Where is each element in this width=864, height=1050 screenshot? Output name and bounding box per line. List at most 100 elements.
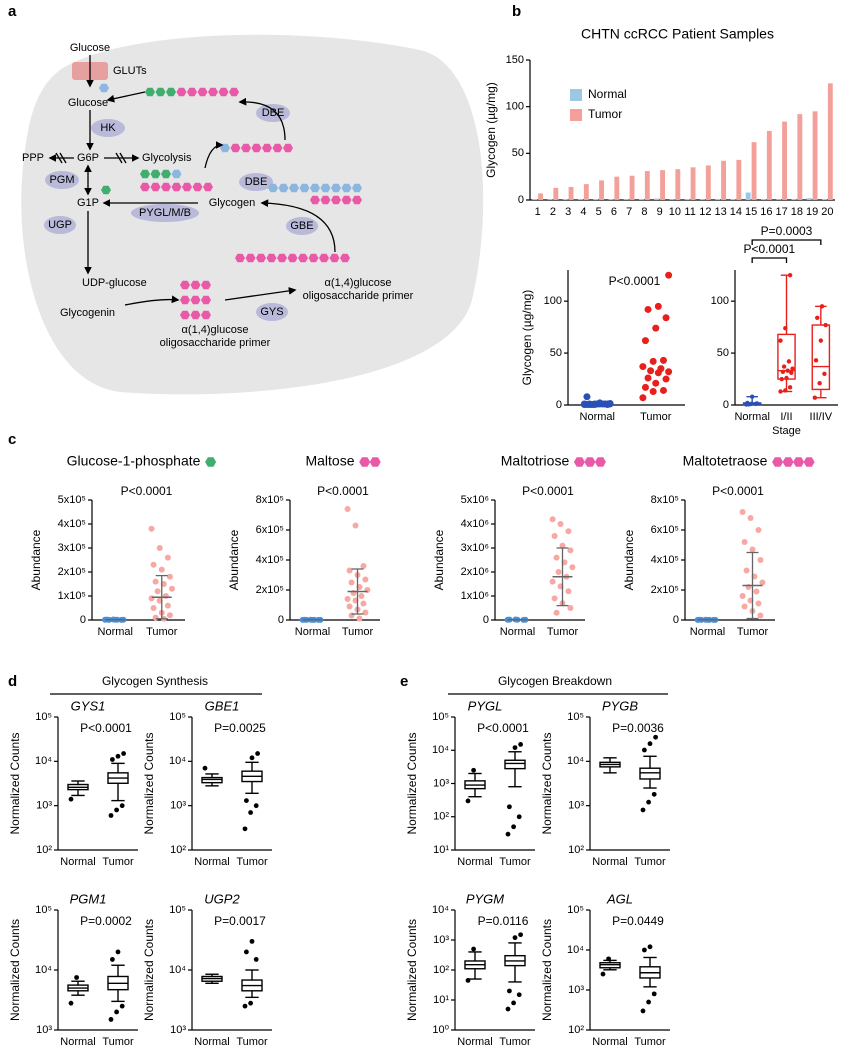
p-value: P<0.0001: [522, 484, 574, 498]
data-point: [647, 367, 655, 375]
x-tick-label: 20: [821, 206, 833, 218]
y-tick-label: 8x10⁵: [651, 494, 679, 506]
data-point: [649, 357, 657, 365]
x-tick-label: 18: [791, 206, 803, 218]
y-axis-label: Normalized Counts: [142, 919, 156, 1021]
glucose-unit: [140, 169, 150, 179]
data-point: [649, 388, 657, 395]
section-title: Glycogen Synthesis: [102, 674, 208, 688]
x-tick-label: Tumor: [547, 626, 579, 638]
outlier: [518, 741, 523, 747]
gene-title: PYGM: [466, 891, 504, 906]
data-point: [747, 515, 754, 521]
x-tick-label: Normal: [500, 626, 535, 638]
glucose-unit: [145, 87, 155, 97]
y-axis-label: Normalized Counts: [540, 732, 554, 834]
outlier: [646, 999, 651, 1005]
y-axis-label: Abundance: [432, 529, 446, 590]
slash: [119, 152, 127, 164]
slash: [115, 152, 123, 164]
glucose-unit: [150, 169, 161, 179]
glucose-unit: [140, 182, 150, 192]
data-point: [778, 338, 783, 343]
x-tick-label: 19: [806, 206, 818, 218]
bar: [745, 192, 751, 200]
data-point: [778, 389, 783, 394]
outlier: [253, 957, 259, 962]
gene-title: GBE1: [205, 698, 240, 713]
glucose-unit: [289, 183, 299, 193]
data-point: [639, 363, 647, 371]
glucose-unit: [192, 182, 203, 192]
data-point: [657, 365, 665, 373]
bar: [791, 199, 797, 200]
data-point: [755, 600, 762, 607]
data-point: [553, 609, 560, 616]
bar: [766, 130, 772, 200]
glucose-unit: [369, 457, 381, 467]
bar: [608, 199, 614, 200]
y-tick-label: 10³: [170, 1024, 186, 1036]
y-tick-label: 5x10⁵: [58, 494, 86, 506]
slash: [55, 152, 63, 164]
glucose-unit: [793, 457, 805, 467]
y-axis-label: Normalized Counts: [8, 732, 22, 834]
glucose-unit: [299, 183, 310, 193]
x-tick-label: Tumor: [102, 856, 134, 868]
outlier: [507, 988, 512, 994]
data-point: [551, 533, 558, 539]
data-point: [753, 588, 760, 595]
data-point: [819, 304, 825, 309]
outlier: [511, 1000, 516, 1006]
x-tick-label: Tumor: [102, 1036, 134, 1048]
enzyme: HK: [100, 122, 116, 134]
glucose-unit: [99, 83, 109, 93]
outlier: [68, 796, 74, 802]
y-axis-label: Normalized Counts: [405, 732, 419, 834]
y-tick-label: 10²: [568, 844, 584, 856]
x-tick-label: Normal: [295, 626, 330, 638]
x-tick-label: Normal: [592, 1036, 627, 1048]
data-point: [652, 379, 660, 387]
glucose-unit: [319, 253, 329, 263]
y-tick-label: 4x10⁵: [256, 554, 284, 566]
bar: [638, 199, 644, 200]
glucose-unit: [208, 87, 218, 97]
glucose-unit: [197, 87, 208, 97]
outlier: [507, 804, 512, 810]
significance-bracket: [751, 257, 788, 263]
glucose-unit: [320, 183, 331, 193]
glucose-unit: [245, 253, 256, 263]
data-point: [360, 600, 367, 607]
enzyme: PGM: [49, 174, 74, 186]
bar: [644, 171, 650, 200]
protein: Glycogenin: [60, 307, 115, 319]
glucose-unit: [190, 280, 201, 290]
y-tick-label: 10²: [568, 1024, 584, 1036]
bar: [599, 180, 605, 200]
gene-title: PGM1: [70, 891, 107, 906]
y-tick-label: 4x10⁵: [58, 518, 86, 530]
y-tick-label: 10³: [568, 800, 584, 812]
data-point: [344, 506, 351, 512]
bar: [721, 160, 727, 200]
data-point: [606, 400, 614, 408]
x-tick-label: Tumor: [499, 1036, 531, 1048]
glucose-unit: [352, 195, 362, 205]
arrow: [204, 141, 224, 169]
y-tick-label: 10⁴: [432, 904, 449, 916]
data-point: [659, 356, 667, 364]
x-tick-label: 8: [641, 206, 647, 218]
y-tick-label: 10³: [433, 777, 449, 789]
x-tick-label: Tumor: [342, 626, 374, 638]
outlier: [74, 975, 79, 980]
chart-title: Maltose: [305, 453, 354, 469]
enzyme: DBE: [245, 176, 268, 188]
data-point: [783, 325, 788, 331]
y-tick-label: 10⁵: [432, 711, 449, 723]
data-point: [790, 366, 795, 371]
data-point: [580, 400, 588, 408]
data-point: [749, 546, 756, 553]
outlier: [121, 751, 126, 756]
data-point: [346, 567, 353, 574]
